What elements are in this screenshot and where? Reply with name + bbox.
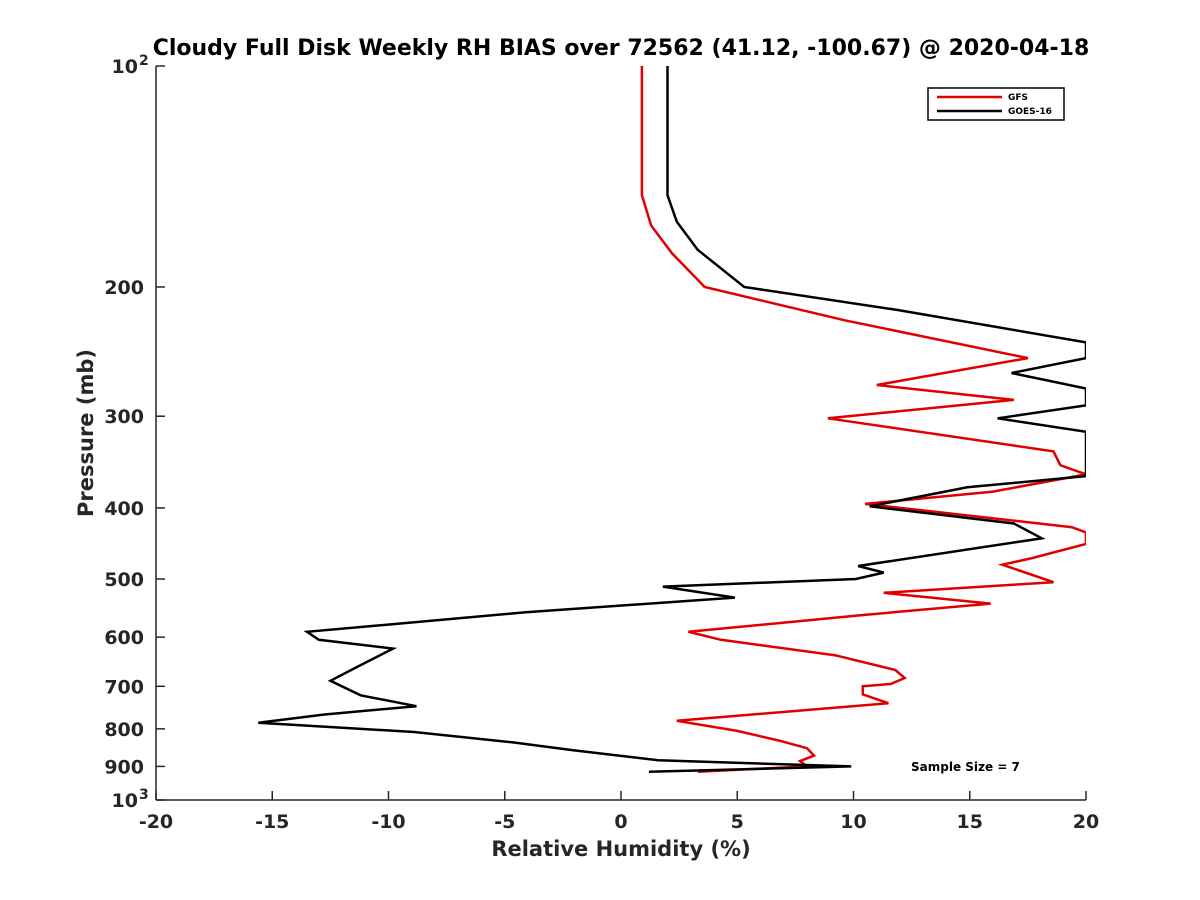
- x-ticks: -20 -15 -10 -5 0 5 10 15 20: [139, 791, 1099, 833]
- y-tick-label: 600: [104, 627, 144, 649]
- x-tick-label: -20: [139, 811, 173, 833]
- legend-label-gfs: GFS: [1008, 93, 1028, 103]
- x-tick-label: -15: [255, 811, 289, 833]
- y-tick-exponent: 2: [139, 53, 149, 69]
- legend: GFS GOES-16: [927, 87, 1065, 121]
- plot-lines: [258, 66, 1086, 773]
- y-tick-label: 500: [104, 569, 144, 591]
- x-tick-label: -5: [494, 811, 515, 833]
- sample-size-annotation: Sample Size = 7: [911, 760, 1020, 774]
- y-tick-label: 300: [104, 406, 144, 428]
- x-tick-label: 15: [957, 811, 983, 833]
- y-tick-exponent: 3: [139, 787, 149, 803]
- x-tick-label: -10: [371, 811, 405, 833]
- y-tick-label: 200: [104, 277, 144, 299]
- y-tick-label: 400: [104, 498, 144, 520]
- y-tick-label: 10: [112, 790, 138, 812]
- y-axis-label: Pressure (mb): [74, 349, 98, 517]
- series-line-goes-16: [258, 66, 1086, 773]
- legend-box: [927, 87, 1065, 121]
- y-tick-label: 700: [104, 676, 144, 698]
- x-tick-label: 0: [614, 811, 627, 833]
- y-tick-label: 10: [112, 56, 138, 78]
- series-line-gfs: [640, 66, 1086, 773]
- chart-title: Cloudy Full Disk Weekly RH BIAS over 725…: [153, 36, 1090, 61]
- y-tick-label: 800: [104, 719, 144, 741]
- x-tick-label: 5: [731, 811, 744, 833]
- x-tick-label: 20: [1073, 811, 1099, 833]
- legend-label-goes-16: GOES-16: [1008, 107, 1052, 117]
- x-tick-label: 10: [840, 811, 866, 833]
- x-axis-label: Relative Humidity (%): [491, 837, 750, 861]
- y-tick-label: 900: [104, 756, 144, 778]
